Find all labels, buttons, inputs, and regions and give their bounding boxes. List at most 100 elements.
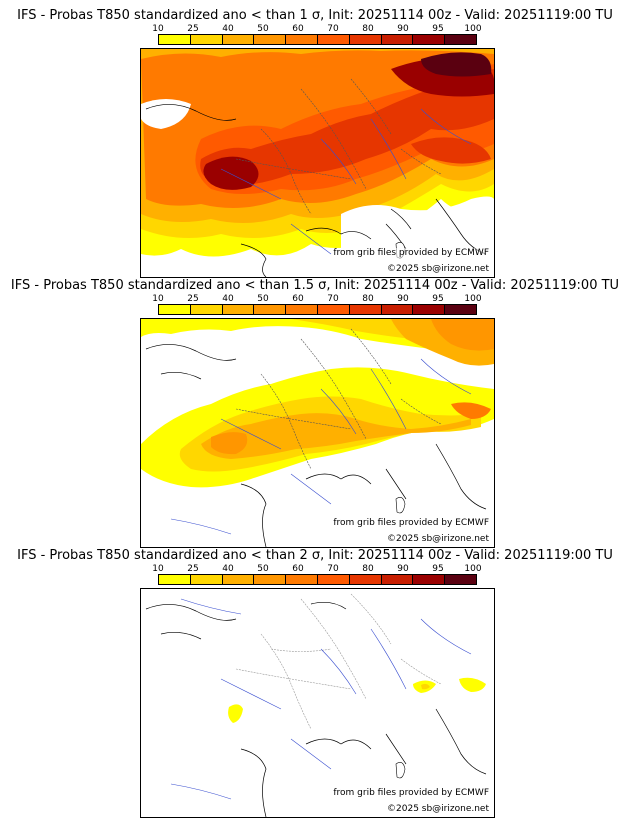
colorbar-tick: 70 [327,24,339,34]
panel-title: IFS - Probas T850 standardized ano < tha… [10,278,620,293]
colorbar-tick: 95 [432,24,444,34]
prob-area-95 [421,52,492,77]
copyright-credit: ©2025 sb@irizone.net [386,804,490,814]
country-borders [235,328,442,470]
map-graphic [141,49,494,277]
colorbar-tick: 25 [187,564,199,574]
prob-area-60-ne [431,319,494,351]
country-borders [235,593,442,730]
colorbar-swatch [445,305,476,314]
prob-area-40-central [201,413,471,459]
colorbar-tick: 90 [397,24,409,34]
map-panel-1: IFS - Probas T850 standardized ano < tha… [0,8,630,280]
colorbar-tick: 70 [327,564,339,574]
colorbar-swatch [190,305,223,314]
prob-area-25-se [421,683,430,690]
probability-map: from grib files provided by ECMWF ©2025 … [140,48,495,278]
colorbar-swatch [317,575,350,584]
colorbar-tick-labels: 10 25 40 50 60 70 80 90 95 100 [152,24,482,34]
rivers [220,108,472,255]
copyright-credit: ©2025 sb@irizone.net [386,264,490,274]
colorbar-tick: 50 [257,24,269,34]
colorbar-tick: 80 [362,294,374,304]
colorbar-swatch [317,35,350,44]
rivers [170,598,472,800]
colorbar-tick: 40 [222,564,234,574]
prob-area-90 [203,156,259,190]
colorbar [158,304,477,315]
colorbar-swatch [381,35,414,44]
prob-area-60-west [211,432,248,455]
colorbar-swatch [381,305,414,314]
colorbar-swatch [381,575,414,584]
coastline [145,344,487,547]
colorbar-tick-labels: 10 25 40 50 60 70 80 90 95 100 [152,564,482,574]
map-panel-3: IFS - Probas T850 standardized ano < tha… [0,548,630,820]
colorbar-swatch [413,575,446,584]
corsica-island [395,762,406,779]
colorbar-tick: 40 [222,24,234,34]
colorbar-swatch [413,35,446,44]
map-graphic [141,319,494,547]
colorbar-tick: 100 [464,294,482,304]
colorbar-tick: 80 [362,564,374,574]
colorbar [158,574,477,585]
colorbar-swatch [317,305,350,314]
colorbar-swatch [286,305,318,314]
colorbar-swatch [254,575,287,584]
probability-map: from grib files provided by ECMWF ©2025 … [140,318,495,548]
colorbar-swatch [254,305,287,314]
colorbar-swatch [286,35,318,44]
colorbar-swatch [222,35,255,44]
probability-map: from grib files provided by ECMWF ©2025 … [140,588,495,818]
prob-area-10-sw [228,704,243,723]
country-borders [235,78,442,215]
colorbar-swatch [254,35,287,44]
corsica-island [395,497,406,514]
colorbar-tick: 80 [362,24,374,34]
data-source-credit: from grib files provided by ECMWF [332,248,490,258]
colorbar-tick: 60 [292,24,304,34]
colorbar-swatch [159,305,191,314]
colorbar-swatch [190,35,223,44]
colorbar-tick-labels: 10 25 40 50 60 70 80 90 95 100 [152,294,482,304]
colorbar-tick: 50 [257,564,269,574]
colorbar-tick: 60 [292,564,304,574]
colorbar-swatch [190,575,223,584]
prob-area-10-e [459,677,486,692]
map-panel-2: IFS - Probas T850 standardized ano < tha… [0,278,630,550]
copyright-credit: ©2025 sb@irizone.net [386,534,490,544]
colorbar-tick: 10 [152,564,164,574]
colorbar-tick: 95 [432,564,444,574]
colorbar-swatch [413,305,446,314]
colorbar-tick: 10 [152,24,164,34]
colorbar-tick: 50 [257,294,269,304]
prob-area-70-ne [451,402,491,419]
coastline [145,104,487,277]
colorbar-swatch [286,575,318,584]
rivers [170,358,472,535]
colorbar-swatch [445,35,476,44]
map-graphic [145,593,487,817]
colorbar-tick: 95 [432,294,444,304]
colorbar-tick: 100 [464,564,482,574]
colorbar-tick: 25 [187,294,199,304]
colorbar-swatch [349,35,382,44]
colorbar-swatch [349,575,382,584]
colorbar-swatch [159,35,191,44]
data-source-credit: from grib files provided by ECMWF [332,788,490,798]
colorbar-tick: 40 [222,294,234,304]
panel-title: IFS - Probas T850 standardized ano < tha… [17,548,613,563]
prob-area-80 [200,69,494,186]
data-source-credit: from grib files provided by ECMWF [332,518,490,528]
coastline [145,602,487,817]
colorbar-tick: 100 [464,24,482,34]
colorbar [158,34,477,45]
colorbar-swatch [349,305,382,314]
colorbar-tick: 60 [292,294,304,304]
panel-title: IFS - Probas T850 standardized ano < tha… [17,8,613,23]
colorbar-tick: 10 [152,294,164,304]
colorbar-swatch [222,305,255,314]
colorbar-swatch [222,575,255,584]
colorbar-tick: 90 [397,294,409,304]
